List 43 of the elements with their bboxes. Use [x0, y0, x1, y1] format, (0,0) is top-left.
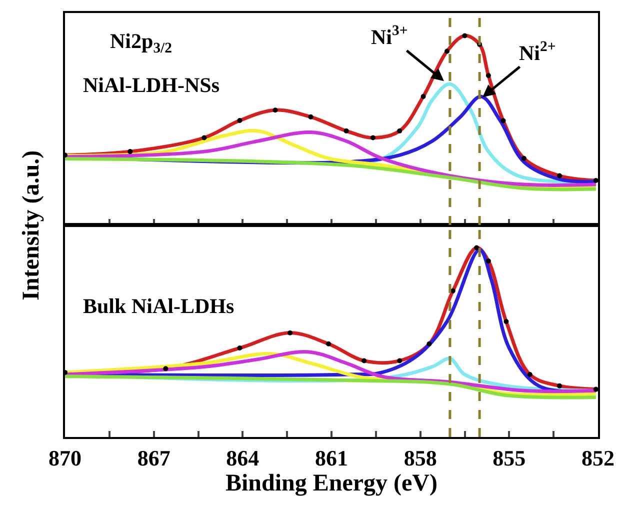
point — [237, 346, 242, 351]
annotation: Ni2p$_{3/2}$ — [110, 29, 172, 56]
point — [462, 33, 468, 38]
annotation: Ni$^{3+}$ — [371, 23, 408, 49]
point — [500, 118, 506, 124]
point — [163, 366, 168, 372]
point — [344, 128, 349, 134]
point — [308, 114, 314, 120]
point — [593, 386, 598, 392]
point — [362, 358, 367, 364]
x-tick-label: 867 — [137, 445, 170, 470]
x-tick-label: 852 — [582, 445, 614, 470]
point — [593, 178, 598, 184]
point — [128, 149, 133, 154]
point — [527, 372, 532, 378]
point — [370, 135, 376, 140]
point — [237, 118, 242, 124]
annotation: Bulk NiAl-LDHs — [83, 294, 234, 318]
annotation: Ni$^{2+}$ — [519, 39, 556, 65]
x-tick-label: 858 — [404, 445, 437, 470]
point — [504, 319, 509, 324]
point — [521, 156, 526, 161]
annotation: NiAl-LDH-NSs — [83, 73, 220, 97]
point — [557, 173, 562, 178]
point — [486, 258, 491, 264]
point — [326, 341, 332, 346]
point — [557, 383, 562, 388]
point — [444, 48, 450, 54]
x-tick-label: 864 — [226, 445, 260, 470]
point — [288, 330, 293, 336]
point — [420, 94, 426, 99]
x-tick-label: 855 — [492, 445, 526, 470]
point — [202, 135, 207, 140]
point — [426, 341, 432, 346]
point — [397, 358, 402, 364]
y-axis-title: Intensity (a.u.) — [18, 150, 44, 300]
point — [474, 245, 480, 250]
point — [397, 128, 402, 134]
x-tick-label: 861 — [315, 445, 348, 470]
point — [486, 72, 491, 78]
x-axis-title: Binding Energy (eV) — [225, 470, 438, 496]
x-tick-label: 870 — [48, 445, 82, 470]
point — [272, 108, 278, 113]
